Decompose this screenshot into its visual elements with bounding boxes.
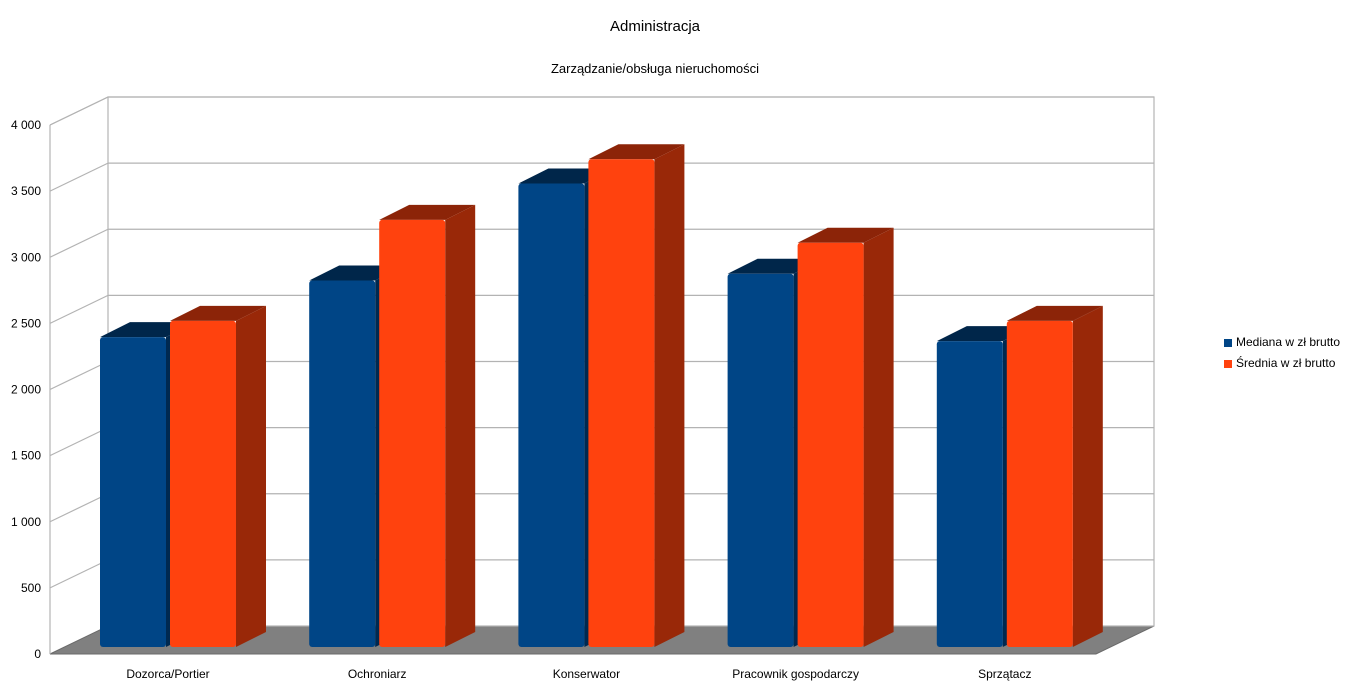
legend-swatch-median: [1224, 338, 1232, 347]
bar-mean: [170, 305, 266, 647]
x-axis-ticks: Dozorca/Portier Ochroniarz Konserwator Prac…: [126, 667, 1031, 681]
gridline-side: [49, 360, 109, 391]
y-axis-ticks: 0 500 1 000 1 500 2 000 2 500 3 000 3 500 4 000: [11, 118, 41, 661]
gridline-side: [49, 228, 109, 258]
bar-side: [863, 227, 894, 647]
bar-front: [936, 341, 1003, 647]
y-tick-label: 1 500: [11, 449, 41, 463]
chart-title: Administracja: [609, 18, 701, 35]
bar-mean: [379, 204, 476, 647]
bar-front: [727, 273, 794, 647]
bar-front: [170, 320, 236, 647]
bar-side: [654, 144, 685, 647]
legend-item-mean: Średnia w zł brutto: [1224, 353, 1340, 374]
bar-top: [1006, 305, 1103, 321]
x-tick-label: Konserwator: [553, 667, 620, 681]
bar-front: [100, 337, 166, 647]
y-tick-label: 3 000: [11, 250, 41, 264]
bar-front: [1006, 320, 1073, 647]
legend-item-median: Mediana w zł brutto: [1224, 332, 1340, 353]
y-tick-label: 2 500: [11, 316, 41, 330]
bar-top: [379, 204, 476, 220]
y-tick-label: 4 000: [11, 118, 41, 132]
bar-side: [445, 204, 476, 647]
bar-top: [170, 305, 266, 321]
legend-swatch-mean: [1224, 359, 1232, 368]
bar-front: [797, 242, 864, 647]
legend-label-mean: Średnia w zł brutto: [1236, 356, 1336, 370]
bar-front: [309, 280, 376, 647]
bar-top: [588, 144, 685, 160]
bar-front: [518, 183, 585, 647]
gridline-side: [49, 294, 109, 324]
gridline-side: [49, 427, 109, 457]
x-tick-label: Dozorca/Portier: [126, 667, 209, 681]
x-tick-label: Ochroniarz: [348, 667, 407, 681]
x-tick-label: Pracownik gospodarczy: [732, 667, 859, 681]
gridline-side: [49, 493, 109, 523]
y-tick-label: 0: [34, 647, 41, 661]
gridline-side: [49, 162, 109, 192]
gridline-side: [49, 559, 109, 589]
bar-side: [1072, 305, 1103, 647]
bar-mean: [588, 144, 685, 647]
chart-subtitle: Zarządzanie/obsługa nieruchomości: [550, 61, 760, 76]
y-tick-label: 2 000: [11, 383, 41, 397]
bar-side: [236, 305, 266, 647]
bar-front: [379, 219, 446, 647]
bar-mean: [797, 227, 894, 647]
bar-top: [797, 227, 894, 243]
bar-front: [588, 159, 655, 647]
gridline-side: [49, 96, 109, 126]
y-tick-label: 500: [21, 581, 41, 595]
y-tick-label: 3 500: [11, 184, 41, 198]
bars: [100, 144, 1103, 647]
bar-mean: [1006, 305, 1103, 647]
legend-label-median: Mediana w zł brutto: [1236, 335, 1341, 349]
y-tick-label: 1 000: [11, 515, 41, 529]
legend: Mediana w zł brutto Średnia w zł brutto: [1224, 332, 1340, 374]
x-tick-label: Sprzątacz: [978, 667, 1031, 681]
